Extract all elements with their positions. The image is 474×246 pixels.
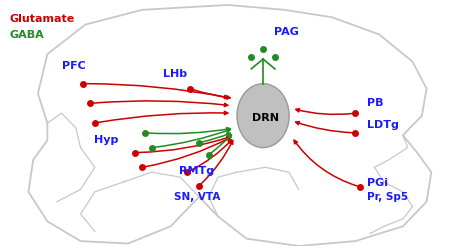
Text: SN, VTA: SN, VTA <box>173 192 220 202</box>
Ellipse shape <box>237 84 289 148</box>
Text: Pr, Sp5: Pr, Sp5 <box>367 192 409 202</box>
Text: PFC: PFC <box>62 62 85 71</box>
Text: PB: PB <box>367 98 384 108</box>
Text: GABA: GABA <box>10 30 45 40</box>
Text: LHb: LHb <box>164 69 187 79</box>
Text: Glutamate: Glutamate <box>10 14 75 24</box>
Text: LDTg: LDTg <box>367 121 399 130</box>
Text: PAG: PAG <box>274 27 299 37</box>
Text: Hyp: Hyp <box>94 135 119 145</box>
Text: PGi: PGi <box>367 178 388 188</box>
Text: RMTg: RMTg <box>179 166 214 176</box>
Text: DRN: DRN <box>252 113 279 123</box>
